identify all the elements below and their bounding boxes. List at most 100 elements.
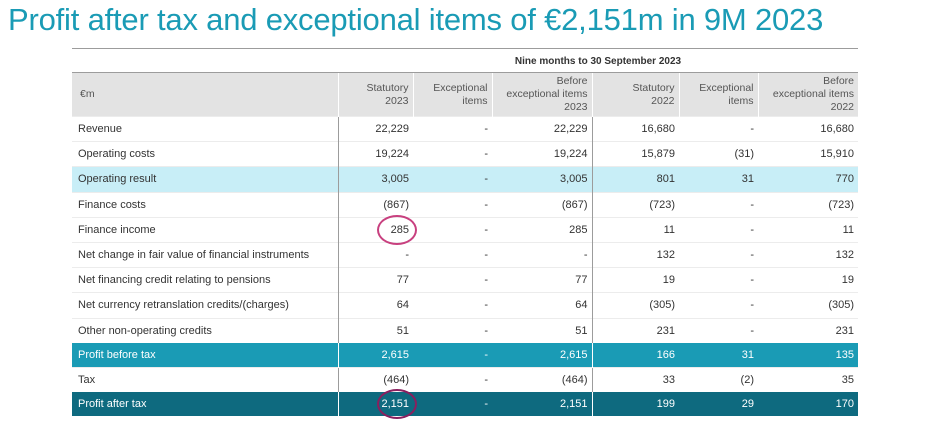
cell-value: 135 xyxy=(758,342,858,368)
column-header-line: exceptional items xyxy=(506,88,588,100)
cell-value: 166 xyxy=(592,342,679,368)
column-header-line: Exceptional xyxy=(433,81,488,94)
cell-value: (723) xyxy=(758,191,858,218)
column-header-3: Before exceptional items 2023 xyxy=(491,72,592,117)
column-header-line: €m xyxy=(80,88,95,100)
column-header-6: Before exceptional items 2022 xyxy=(757,72,858,117)
cell-value: 64 xyxy=(492,292,593,318)
row-label: Revenue xyxy=(72,115,339,142)
table-row: Revenue 22,229-22,229 16,680-16,680 xyxy=(72,115,858,142)
column-header-line: items xyxy=(462,94,488,107)
cell-value: 132 xyxy=(592,241,679,268)
cell-value: 2,151 xyxy=(492,392,593,417)
cell-value: 132 xyxy=(758,241,858,268)
row-label: Net financing credit relating to pension… xyxy=(72,267,339,293)
cell-value: 22,229 xyxy=(338,115,413,142)
cell-value: 77 xyxy=(492,267,593,293)
cell-value: 22,229 xyxy=(492,115,593,142)
cell-value: (464) xyxy=(338,366,413,393)
row-label: Other non-operating credits xyxy=(72,317,339,343)
cell-value: 199 xyxy=(592,392,679,417)
cell-value: - xyxy=(679,241,758,268)
cell-value: - xyxy=(679,317,758,343)
cell-value: - xyxy=(492,241,593,268)
cell-value: (867) xyxy=(492,191,593,218)
cell-value: 16,680 xyxy=(758,115,858,142)
column-header-1: Statutory 2023 xyxy=(337,72,413,117)
cell-value: - xyxy=(413,241,492,268)
table-body: Revenue 22,229-22,229 16,680-16,680 Operati… xyxy=(72,115,858,417)
row-label: Profit after tax xyxy=(72,392,339,417)
cell-value: - xyxy=(413,267,492,293)
cell-value: 29 xyxy=(679,392,758,417)
cell-value: 170 xyxy=(758,392,858,417)
cell-value: 770 xyxy=(758,166,858,193)
table-row: Profit after tax 2,151-2,151 199 29 170 xyxy=(72,392,858,417)
cell-value: - xyxy=(413,141,492,167)
cell-value: (723) xyxy=(592,191,679,218)
table-row: Tax (464) - (464) 33 (2) 35 xyxy=(72,366,858,393)
cell-value: 51 xyxy=(492,317,593,343)
cell-value: 11 xyxy=(592,216,679,243)
column-header-4: Statutory 2022 xyxy=(591,72,679,117)
cell-value: - xyxy=(679,115,758,142)
row-label: Net currency retranslation credits/(char… xyxy=(72,292,339,318)
cell-value: 3,005 xyxy=(338,166,413,193)
cell-value: 51 xyxy=(338,317,413,343)
cell-value: 19 xyxy=(758,267,858,293)
slide-title: Profit after tax and exceptional items o… xyxy=(8,2,824,37)
financial-table: €m Statutory 2023 Exceptional items Before exc… xyxy=(72,72,858,417)
cell-value: 19,224 xyxy=(338,141,413,167)
table-row: Net financing credit relating to pension… xyxy=(72,267,858,293)
cell-value: - xyxy=(413,342,492,368)
cell-value: 15,879 xyxy=(592,141,679,167)
column-header-line: Exceptional xyxy=(699,81,754,94)
cell-value: 77 xyxy=(338,267,413,293)
table-row: Other non-operating credits 51-51 231-231 xyxy=(72,317,858,343)
cell-value: 2,151 xyxy=(338,392,413,417)
header-row: €m Statutory 2023 Exceptional items Before exc… xyxy=(72,72,858,117)
cell-value: (2) xyxy=(679,366,758,393)
column-header-line: Statutory xyxy=(632,81,675,94)
column-header-line: 2022 xyxy=(651,94,675,107)
period-header: Nine months to 30 September 2023 xyxy=(514,56,682,67)
cell-value: 35 xyxy=(758,366,858,393)
cell-value: 285 xyxy=(338,216,413,243)
column-header-0: €m xyxy=(72,72,338,117)
column-header-line: 2022 xyxy=(830,101,854,113)
table-row: Profit before tax 2,615-2,615 166 31 135 xyxy=(72,342,858,368)
cell-value: 2,615 xyxy=(492,342,593,368)
cell-value: 64 xyxy=(338,292,413,318)
table-row: Finance costs (867) - (867) (723) - (723) xyxy=(72,191,858,218)
top-rule xyxy=(72,48,858,49)
cell-value: (464) xyxy=(492,366,593,393)
cell-value: (305) xyxy=(592,292,679,318)
cell-value: - xyxy=(413,366,492,393)
column-header-line: exceptional items xyxy=(772,88,854,100)
cell-value: - xyxy=(413,191,492,218)
cell-value: (305) xyxy=(758,292,858,318)
cell-value: 33 xyxy=(592,366,679,393)
cell-value: 19 xyxy=(592,267,679,293)
column-header-line: 2023 xyxy=(385,94,409,107)
column-header-line: items xyxy=(728,94,754,107)
cell-value: (867) xyxy=(338,191,413,218)
cell-value: 801 xyxy=(592,166,679,193)
table-row: Operating result 3,005-3,005 801 31 770 xyxy=(72,166,858,193)
row-label: Operating result xyxy=(72,166,339,193)
column-header-5: Exceptional items xyxy=(678,72,758,117)
cell-value: (31) xyxy=(679,141,758,167)
cell-value: 11 xyxy=(758,216,858,243)
cell-value: 231 xyxy=(592,317,679,343)
cell-value: - xyxy=(413,392,492,417)
table-row: Net currency retranslation credits/(char… xyxy=(72,292,858,318)
cell-value: - xyxy=(679,292,758,318)
cell-value: 31 xyxy=(679,342,758,368)
row-label: Net change in fair value of financial in… xyxy=(72,241,339,268)
column-header-line: Before xyxy=(823,75,854,87)
column-header-2: Exceptional items xyxy=(412,72,492,117)
cell-value: - xyxy=(413,166,492,193)
cell-value: - xyxy=(679,191,758,218)
cell-value: 15,910 xyxy=(758,141,858,167)
cell-value: 31 xyxy=(679,166,758,193)
